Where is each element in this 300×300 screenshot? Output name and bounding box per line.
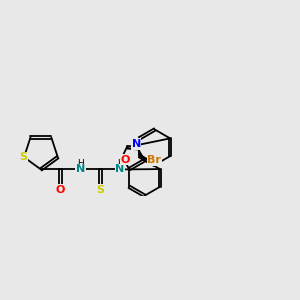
Text: N: N — [132, 139, 141, 149]
Text: O: O — [56, 185, 65, 195]
Text: N: N — [116, 164, 124, 174]
Text: S: S — [20, 152, 27, 162]
Text: Br: Br — [148, 155, 161, 165]
Text: H: H — [117, 159, 123, 168]
Text: N: N — [76, 164, 85, 174]
Text: S: S — [96, 185, 104, 195]
Text: O: O — [120, 155, 130, 165]
Text: H: H — [77, 159, 84, 168]
